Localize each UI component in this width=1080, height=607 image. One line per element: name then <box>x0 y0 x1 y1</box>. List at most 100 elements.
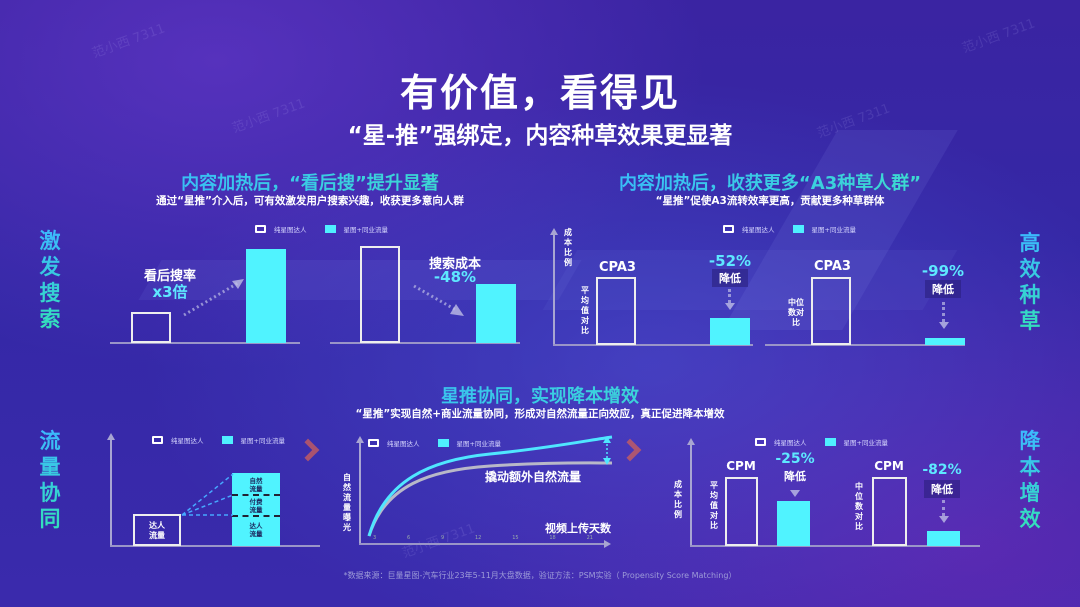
legend-hollow-swatch <box>152 436 163 444</box>
cpa3-median-change-label: 降低 <box>925 280 961 298</box>
section-synergy-title: 星推协同，实现降本增效 <box>280 382 800 408</box>
legend-fill-swatch <box>437 439 449 447</box>
watermark: 范小西 7311 <box>90 21 168 62</box>
bar-search-rate-baseline <box>131 312 171 343</box>
legend-hollow-swatch <box>255 225 266 233</box>
footnote: *数据来源：巨量星图-汽车行业23年5-11月大盘数据，验证方法：PSM实验（ … <box>343 571 737 580</box>
arrow-head-icon <box>725 303 735 310</box>
chart-baseline <box>110 545 320 547</box>
legend: 纯星图达人 星图+同业流量 <box>152 435 285 445</box>
chevron-right-icon <box>618 438 642 462</box>
legend-fill-swatch <box>324 225 336 233</box>
section-a3-title: 内容加热后，收获更多“A3种草人群” <box>560 169 980 195</box>
cpa3-avg-axis-label: 平均值对比 <box>581 286 589 335</box>
legend-hollow-label: 纯星图达人 <box>274 226 307 234</box>
legend-fill-swatch <box>824 438 836 446</box>
watermark: 范小西 7311 <box>960 16 1038 57</box>
stack-divider <box>232 515 280 517</box>
bar-cpm-median-boosted <box>927 531 960 546</box>
chart-baseline <box>330 342 520 344</box>
page-subtitle: “星-推”强绑定，内容种草效果更显著 <box>347 123 733 149</box>
cpm-avg-axis-label: 平均值对比 <box>710 481 718 530</box>
cpa3-median-change: -99% <box>921 262 965 280</box>
legend-fill-label: 星图+同业流量 <box>811 226 856 234</box>
cpm-avg-metric: CPM <box>726 459 756 473</box>
arrow-head-icon <box>790 490 800 497</box>
dotted-arrow-down-icon <box>942 302 945 322</box>
search-rate-label: 看后搜率 <box>143 269 196 284</box>
chart-baseline <box>765 344 965 346</box>
cpa3-avg-change: -52% <box>708 252 752 270</box>
stack-label-natural: 自然 流量 <box>249 477 263 493</box>
bar-cpm-median-baseline <box>872 477 907 546</box>
stack-label-talent: 达人 流量 <box>249 522 263 538</box>
y-axis-arrow-icon <box>687 438 695 445</box>
legend: 纯星图达人 星图+同业流量 <box>368 438 501 448</box>
side-label-stimulate-search: 激发搜索 <box>37 228 63 332</box>
search-rate-value: x3倍 <box>152 283 188 301</box>
bar-talent-traffic: 达人 流量 <box>133 514 181 546</box>
y-axis <box>359 440 361 545</box>
cpm-median-metric: CPM <box>874 459 904 473</box>
cpa3-avg-metric: CPA3 <box>599 260 636 275</box>
bar-cpm-avg-boosted <box>777 501 810 546</box>
legend-hollow-label: 纯星图达人 <box>387 440 420 448</box>
chart-baseline <box>690 545 980 547</box>
bar-cpa3-avg-boosted <box>710 318 750 345</box>
dotted-arrow-up-icon <box>183 279 244 317</box>
section-a3-subtitle: “星推”促使A3流转效率更高，贡献更多种草群体 <box>655 195 885 207</box>
cpm-median-axis-label: 中位数对比 <box>855 482 863 531</box>
arrow-head-icon <box>939 322 949 329</box>
x-axis-arrow-icon <box>604 540 611 548</box>
y-axis <box>690 442 692 547</box>
cpa3-median-metric: CPA3 <box>814 259 851 274</box>
cpm-avg-change: -25% <box>775 451 815 467</box>
chart-baseline <box>553 344 753 346</box>
legend: 纯星图达人 星图+同业流量 <box>723 224 856 234</box>
chevron-right-icon <box>296 438 320 462</box>
section-synergy-subtitle: “星推”实现自然+商业流量协同，形成对自然流量正向效应，真正促进降本增效 <box>355 408 725 420</box>
dashed-projection-lines <box>181 473 234 516</box>
curve-plot <box>367 435 613 537</box>
cpm-median-change: -82% <box>922 462 962 478</box>
cpm-avg-change-label: 降低 <box>784 470 806 483</box>
legend: 纯星图达人 星图+同业流量 <box>755 437 888 447</box>
bar-search-cost-baseline <box>360 246 400 343</box>
x-axis <box>359 543 605 545</box>
y-axis-arrow-icon <box>107 433 115 440</box>
y-axis-label: 成本比例 <box>674 480 682 519</box>
dotted-arrow-down-icon <box>413 284 464 316</box>
legend-hollow-label: 纯星图达人 <box>742 226 775 234</box>
y-axis-label: 成本比例 <box>564 228 572 267</box>
side-label-cost-reduction: 降本增效 <box>1017 428 1043 532</box>
x-axis-label: 视频上传天数 <box>545 522 611 535</box>
y-axis-label: 自然流量曝光 <box>343 473 351 532</box>
legend-fill-label: 星图+同业流量 <box>240 437 285 445</box>
cpa3-avg-change-label: 降低 <box>712 269 748 287</box>
legend-hollow-swatch <box>368 439 379 447</box>
legend-fill-label: 星图+同业流量 <box>456 440 501 448</box>
legend-hollow-label: 纯星图达人 <box>171 437 204 445</box>
stack-label-paid: 付费 流量 <box>249 498 263 514</box>
search-cost-value: -48% <box>433 268 477 286</box>
y-axis-arrow-icon <box>550 228 558 235</box>
legend-fill-label: 星图+同业流量 <box>343 226 388 234</box>
chart-baseline <box>110 342 300 344</box>
legend: 纯星图达人 星图+同业流量 <box>255 224 388 234</box>
cpm-median-change-label: 降低 <box>924 480 960 498</box>
legend-hollow-swatch <box>755 438 766 446</box>
curve-annotation: 撬动额外自然流量 <box>485 470 582 484</box>
legend-hollow-label: 纯星图达人 <box>774 439 807 447</box>
bar-search-cost-boosted <box>476 284 516 343</box>
x-axis-ticks: 3 6 9 12 15 18 21 <box>373 535 593 541</box>
bar-search-rate-boosted <box>246 249 286 343</box>
bar-cpa3-median-boosted <box>925 338 965 345</box>
side-label-traffic-synergy: 流量协同 <box>37 428 63 532</box>
y-axis-arrow-icon <box>356 436 364 443</box>
arrow-head-icon <box>939 516 949 523</box>
side-label-efficient-seeding: 高效种草 <box>1017 230 1043 334</box>
section-search-subtitle: 通过“星推”介入后，可有效激发用户搜索兴趣，收获更多意向人群 <box>156 195 464 207</box>
cpa3-median-axis-label: 中位 数对比 <box>788 298 804 327</box>
search-cost-label: 搜索成本 <box>428 257 481 272</box>
bar-cpm-avg-baseline <box>725 477 758 546</box>
